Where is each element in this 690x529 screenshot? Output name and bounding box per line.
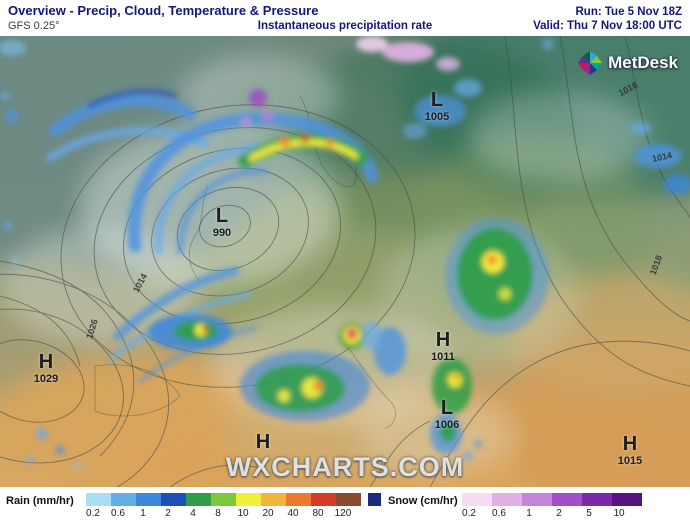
snow-scale-tick: 1 bbox=[526, 508, 532, 519]
rain-scale-segment bbox=[236, 493, 261, 506]
pressure-value: 1015 bbox=[617, 455, 643, 467]
rain-scale-tick: 120 bbox=[334, 508, 352, 519]
rain-legend-label: Rain (mm/hr) bbox=[6, 495, 74, 507]
rain-scale-tick: 80 bbox=[312, 508, 324, 519]
snow-scale-segment bbox=[612, 493, 642, 506]
snow-scale-segment bbox=[552, 493, 582, 506]
model-label: GFS 0.25° bbox=[8, 20, 60, 32]
pressure-letter: L bbox=[430, 89, 444, 111]
pressure-letter: L bbox=[440, 397, 454, 419]
rain-scale-segment bbox=[86, 493, 111, 506]
rain-scale-tick: 40 bbox=[287, 508, 299, 519]
snow-scale-tick: 5 bbox=[586, 508, 592, 519]
rain-scale-tick: 4 bbox=[190, 508, 196, 519]
rain-scale-ticks: 0.2 0.6 1 2 4 8 10 20 40 80 120 bbox=[86, 508, 361, 521]
rain-scale-segment bbox=[261, 493, 286, 506]
watermark: WXCHARTS.COM bbox=[225, 452, 465, 482]
pressure-letter: H bbox=[435, 329, 451, 351]
pressure-center-high-1015: H 1015 bbox=[618, 434, 642, 467]
rain-scale-tick: 8 bbox=[215, 508, 221, 519]
pressure-center-high-1011: H 1011 bbox=[431, 330, 455, 363]
rain-scale-segment bbox=[286, 493, 311, 506]
pressure-letter: H bbox=[38, 351, 54, 373]
rain-scale-tick: 0.6 bbox=[111, 508, 125, 519]
rain-scale-segment bbox=[211, 493, 236, 506]
header-row-2: GFS 0.25° Instantaneous precipitation ra… bbox=[8, 20, 682, 34]
snow-scale-segment bbox=[462, 493, 492, 506]
snow-scale-segment bbox=[522, 493, 552, 506]
pressure-center-high-1029: H 1029 bbox=[34, 352, 58, 385]
metdesk-pinwheel-icon bbox=[578, 51, 603, 75]
precipitation-layer bbox=[0, 36, 690, 470]
pressure-center-low-990: L 990 bbox=[213, 206, 231, 239]
rain-scale-segment bbox=[186, 493, 211, 506]
legend-bar: Rain (mm/hr) 0.2 0.6 1 2 4 8 10 20 40 80 120 Snow … bbox=[0, 487, 690, 529]
rain-scale-tick: 2 bbox=[165, 508, 171, 519]
snow-scale-tick: 10 bbox=[613, 508, 625, 519]
pressure-value: 1029 bbox=[33, 373, 59, 385]
pressure-center-high-unlabeled: H bbox=[256, 432, 270, 454]
snow-scale-tick: 0.6 bbox=[492, 508, 506, 519]
metdesk-logo: MetDesk bbox=[577, 50, 678, 76]
rain-scale-segment bbox=[311, 493, 336, 506]
pressure-value: 1006 bbox=[434, 419, 460, 431]
pressure-letter: H bbox=[622, 433, 638, 455]
valid-info: Valid: Thu 7 Nov 18:00 UTC bbox=[533, 20, 682, 32]
pressure-center-low-1005: L 1005 bbox=[425, 90, 449, 123]
pressure-center-low-1006: L 1006 bbox=[435, 398, 459, 431]
map-area: MetDesk L 990 L 1005 H 1029 H 1011 L 100… bbox=[0, 36, 690, 487]
header: Overview - Precip, Cloud, Temperature & … bbox=[0, 0, 690, 36]
page-title: Overview - Precip, Cloud, Temperature & … bbox=[8, 3, 319, 18]
legend-separator bbox=[368, 493, 381, 506]
pressure-value: 1011 bbox=[431, 351, 455, 363]
rain-scale-segment bbox=[336, 493, 361, 506]
snow-scale-segment bbox=[582, 493, 612, 506]
pressure-letter: H bbox=[255, 431, 271, 453]
weather-map-graphic bbox=[0, 36, 690, 487]
snow-color-scale bbox=[462, 493, 642, 506]
snow-scale-ticks: 0.2 0.6 1 2 5 10 bbox=[462, 508, 642, 521]
header-row-1: Overview - Precip, Cloud, Temperature & … bbox=[8, 3, 682, 18]
snow-scale-tick: 0.2 bbox=[462, 508, 476, 519]
rain-color-scale bbox=[86, 493, 361, 506]
rain-scale-segment bbox=[136, 493, 161, 506]
rain-scale-tick: 0.2 bbox=[86, 508, 100, 519]
run-info: Run: Tue 5 Nov 18Z bbox=[575, 6, 683, 18]
snow-legend-label: Snow (cm/hr) bbox=[388, 495, 458, 507]
pressure-value: 990 bbox=[212, 227, 232, 239]
rain-scale-tick: 20 bbox=[262, 508, 274, 519]
metdesk-logo-text: MetDesk bbox=[608, 53, 678, 72]
rain-scale-segment bbox=[111, 493, 136, 506]
pressure-letter: L bbox=[215, 205, 229, 227]
pressure-value: 1005 bbox=[424, 111, 450, 123]
layer-subtitle: Instantaneous precipitation rate bbox=[257, 20, 433, 32]
rain-scale-tick: 10 bbox=[237, 508, 249, 519]
snow-scale-segment bbox=[492, 493, 522, 506]
rain-scale-segment bbox=[161, 493, 186, 506]
rain-scale-tick: 1 bbox=[140, 508, 146, 519]
snow-scale-tick: 2 bbox=[556, 508, 562, 519]
